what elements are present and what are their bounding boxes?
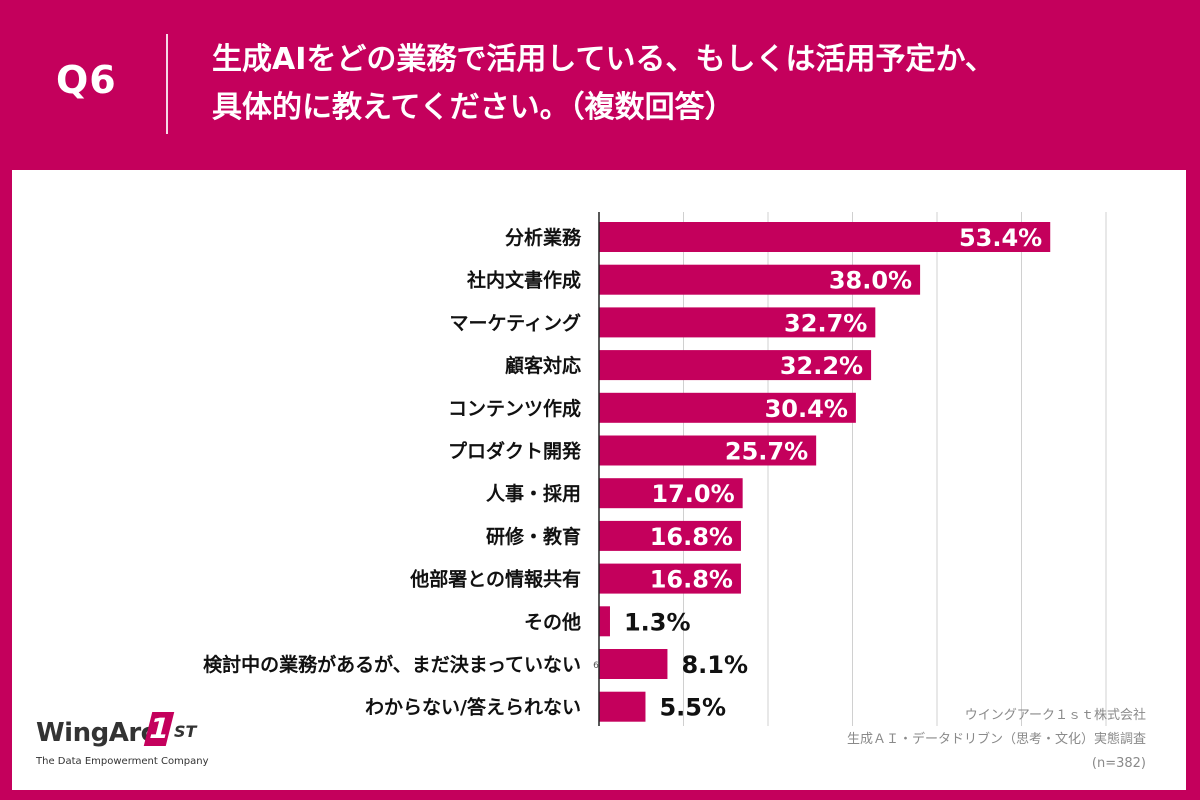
category-label-6: 人事・採用 — [486, 482, 581, 505]
question-text: 生成AIをどの業務で活用している、もしくは活用予定か、 具体的に教えてください。… — [212, 36, 1172, 132]
bar-3 — [599, 350, 872, 381]
bar-4 — [599, 392, 856, 423]
bar-chart: 分析業務 53.4% 社内文書作成 38.0% マーケティング 32.7% 顧客対応 32.2… — [203, 212, 1107, 726]
value-label-7: 16.8% — [650, 523, 733, 551]
value-label-8: 16.8% — [650, 566, 733, 594]
source-survey: 生成ＡＩ・データドリブン（思考・文化）実態調査 — [846, 732, 1146, 747]
value-label-0: 53.4% — [959, 224, 1042, 252]
stray-mark: 6 — [593, 661, 599, 671]
question-line-2: 具体的に教えてください。（複数回答） — [212, 90, 735, 125]
value-label-11: 5.5% — [659, 694, 726, 722]
value-label-10: 8.1% — [681, 651, 748, 679]
logo-wordmark: WingArc — [36, 718, 156, 748]
header: Q6 生成AIをどの業務で活用している、もしくは活用予定か、 具体的に教えてくだ… — [0, 0, 1200, 168]
category-label-4: コンテンツ作成 — [448, 397, 581, 420]
question-line-1: 生成AIをどの業務で活用している、もしくは活用予定か、 — [212, 42, 995, 77]
category-label-11: わからない/答えられない — [365, 696, 581, 719]
bar-7 — [599, 520, 741, 551]
value-label-2: 32.7% — [784, 309, 867, 337]
chart-panel: 分析業務 53.4% 社内文書作成 38.0% マーケティング 32.7% 顧客対応 32.2… — [12, 170, 1186, 790]
bar-10 — [599, 649, 668, 679]
category-label-10: 検討中の業務があるが、まだ決まっていない — [203, 653, 581, 676]
category-label-1: 社内文書作成 — [466, 269, 581, 292]
value-label-4: 30.4% — [765, 395, 848, 423]
bar-9 — [599, 606, 610, 637]
bar-0 — [599, 222, 1051, 252]
category-label-3: 顧客対応 — [505, 354, 581, 377]
value-label-9: 1.3% — [624, 608, 691, 636]
logo-tagline: The Data Empowerment Company — [36, 756, 209, 767]
value-label-1: 38.0% — [829, 267, 912, 295]
value-label-3: 32.2% — [780, 352, 863, 380]
bar-11 — [599, 691, 646, 722]
question-number: Q6 — [56, 58, 117, 102]
category-label-8: 他部署との情報共有 — [409, 568, 581, 591]
value-label-6: 17.0% — [651, 480, 734, 508]
header-divider — [166, 34, 168, 134]
category-label-9: その他 — [524, 610, 581, 633]
value-label-5: 25.7% — [725, 438, 808, 466]
company-logo: WingArc 1 ST The Data Empowerment Compan… — [36, 710, 216, 770]
source-sample: (n=382) — [1091, 756, 1146, 771]
source-company: ウイングアーク１ｓｔ株式会社 — [964, 708, 1146, 723]
bar-8 — [599, 563, 741, 594]
category-label-0: 分析業務 — [505, 226, 582, 249]
source-credit: ウイングアーク１ｓｔ株式会社 生成ＡＩ・データドリブン（思考・文化）実態調査 (… — [847, 704, 1146, 776]
category-label-7: 研修・教育 — [486, 525, 581, 548]
bar-2 — [599, 307, 876, 338]
bar-6 — [599, 478, 743, 509]
category-label-5: プロダクト開発 — [448, 440, 582, 463]
bar-1 — [599, 264, 921, 295]
bar-5 — [599, 435, 817, 466]
logo-suffix: ST — [174, 722, 197, 741]
category-label-2: マーケティング — [450, 311, 581, 334]
